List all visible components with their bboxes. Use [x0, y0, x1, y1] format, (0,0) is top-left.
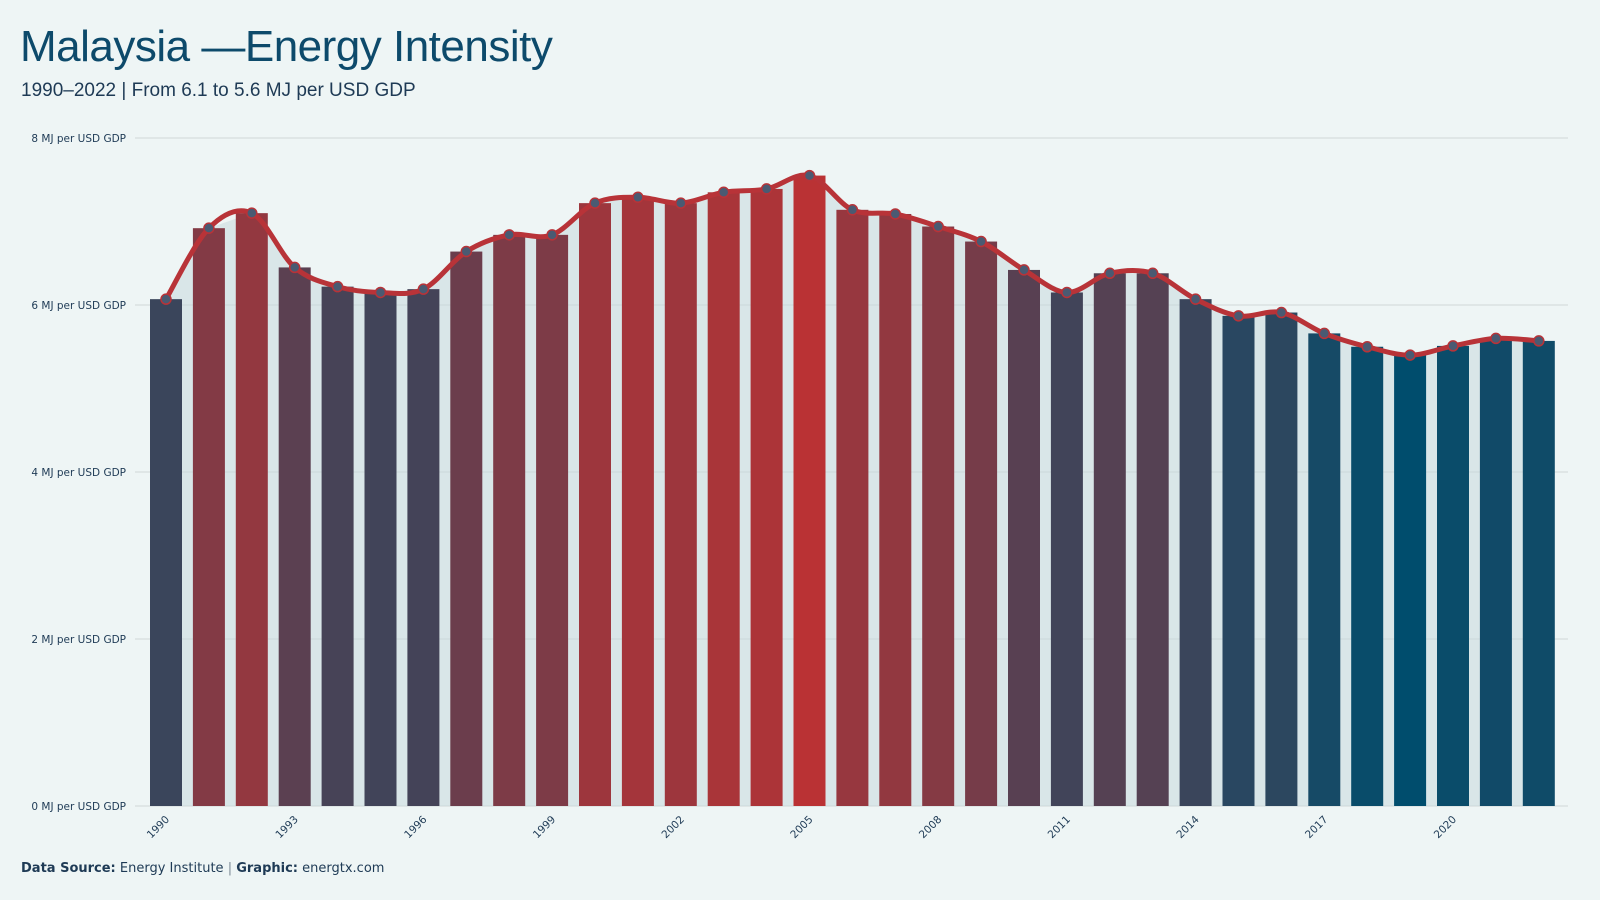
- point-2010: [1018, 264, 1030, 276]
- point-1992: [246, 207, 258, 219]
- point-1996: [417, 283, 430, 295]
- point-2017: [1318, 327, 1331, 340]
- bar-2019: [1394, 355, 1427, 806]
- point-1999: [546, 229, 558, 241]
- bar-1992: [235, 213, 268, 806]
- bar-2014: [1179, 299, 1212, 806]
- point-2016: [1275, 306, 1288, 319]
- point-2021: [1490, 332, 1502, 345]
- bar-2017: [1308, 333, 1341, 806]
- bars: [150, 175, 1555, 807]
- y-tick-label: 6 MJ per USD GDP: [31, 300, 126, 312]
- point-2018: [1361, 341, 1373, 353]
- graphic-label: Graphic:: [236, 861, 298, 876]
- bar-2022: [1522, 340, 1555, 806]
- x-tick-label: 1990: [145, 814, 172, 841]
- point-2002: [675, 197, 687, 209]
- bar-2007: [879, 213, 912, 807]
- point-2012: [1104, 267, 1116, 280]
- x-tick-label: 1999: [531, 814, 558, 841]
- bar-1990: [150, 299, 182, 806]
- point-2007: [889, 208, 902, 220]
- bar-2010: [1008, 269, 1040, 806]
- point-2004: [760, 183, 773, 195]
- bar-2008: [922, 226, 955, 806]
- bar-2012: [1093, 273, 1126, 806]
- point-1998: [503, 229, 515, 241]
- footer-separator: |: [227, 861, 233, 876]
- bar-2004: [750, 188, 783, 806]
- bar-2001: [621, 197, 654, 806]
- x-tick-label: 2008: [917, 814, 944, 841]
- point-1997: [460, 245, 473, 258]
- footer: Data Source: Energy Institute | Graphic:…: [21, 861, 384, 876]
- bar-2021: [1479, 338, 1512, 806]
- graphic-value: energtx.com: [302, 861, 385, 876]
- bar-2015: [1222, 315, 1255, 806]
- point-2008: [932, 220, 944, 233]
- y-tick-label: 8 MJ per USD GDP: [31, 133, 126, 145]
- bar-2002: [664, 203, 697, 806]
- x-tick-label: 2005: [788, 814, 815, 841]
- bar-2020: [1437, 345, 1469, 806]
- point-2009: [975, 235, 987, 248]
- chart-title: Malaysia —Energy Intensity: [20, 22, 553, 71]
- bar-2016: [1265, 312, 1298, 806]
- point-2005: [803, 169, 816, 182]
- point-2022: [1533, 335, 1545, 347]
- point-2019: [1404, 349, 1416, 361]
- x-tick-label: 2017: [1303, 814, 1330, 841]
- point-2011: [1061, 286, 1073, 299]
- point-2003: [717, 186, 730, 199]
- y-tick-label: 4 MJ per USD GDP: [31, 467, 126, 479]
- x-tick-label: 2011: [1046, 814, 1073, 841]
- point-2014: [1189, 293, 1202, 305]
- point-1991: [203, 222, 215, 234]
- bar-1997: [450, 251, 483, 806]
- point-2020: [1447, 340, 1459, 352]
- source-label: Data Source:: [21, 861, 116, 876]
- x-tick-label: 2002: [660, 814, 687, 841]
- bar-1993: [278, 267, 311, 806]
- bar-1999: [536, 234, 569, 807]
- bar-2005: [793, 175, 826, 806]
- bar-1991: [192, 228, 225, 806]
- point-2013: [1146, 267, 1159, 280]
- x-axis-tick-labels: 1990 1993 1996 1999 2002 2005 2008 2011 2014 2017…: [145, 813, 1459, 841]
- bar-1998: [493, 234, 526, 807]
- data-points: [160, 169, 1545, 361]
- point-1995: [374, 286, 387, 299]
- bar-1995: [364, 292, 397, 807]
- point-1994: [331, 280, 344, 293]
- y-tick-label: 2 MJ per USD GDP: [31, 634, 126, 646]
- bar-2018: [1351, 346, 1384, 806]
- point-2015: [1232, 310, 1245, 322]
- chart-subtitle: 1990–2022 | From 6.1 to 5.6 MJ per USD G…: [21, 80, 416, 101]
- point-2006: [846, 204, 859, 216]
- bar-2003: [707, 192, 740, 806]
- point-1993: [288, 261, 301, 274]
- bar-2009: [965, 241, 998, 807]
- source-value: Energy Institute: [119, 861, 224, 876]
- y-tick-label: 0 MJ per USD GDP: [31, 801, 126, 813]
- point-2000: [589, 197, 601, 209]
- bar-2011: [1050, 292, 1083, 807]
- point-1990: [160, 293, 172, 305]
- x-tick-label: 2014: [1174, 813, 1202, 841]
- y-axis-tick-labels: 0 MJ per USD GDP 2 MJ per USD GDP 4 MJ per…: [31, 133, 126, 813]
- x-tick-label: 2020: [1432, 814, 1459, 841]
- bar-1994: [321, 286, 354, 806]
- bar-2000: [579, 203, 611, 806]
- point-2001: [632, 191, 644, 204]
- bar-1996: [407, 289, 440, 806]
- x-tick-label: 1993: [273, 814, 300, 841]
- bar-2006: [836, 209, 869, 806]
- x-tick-label: 1996: [402, 813, 430, 841]
- bar-2013: [1136, 273, 1169, 806]
